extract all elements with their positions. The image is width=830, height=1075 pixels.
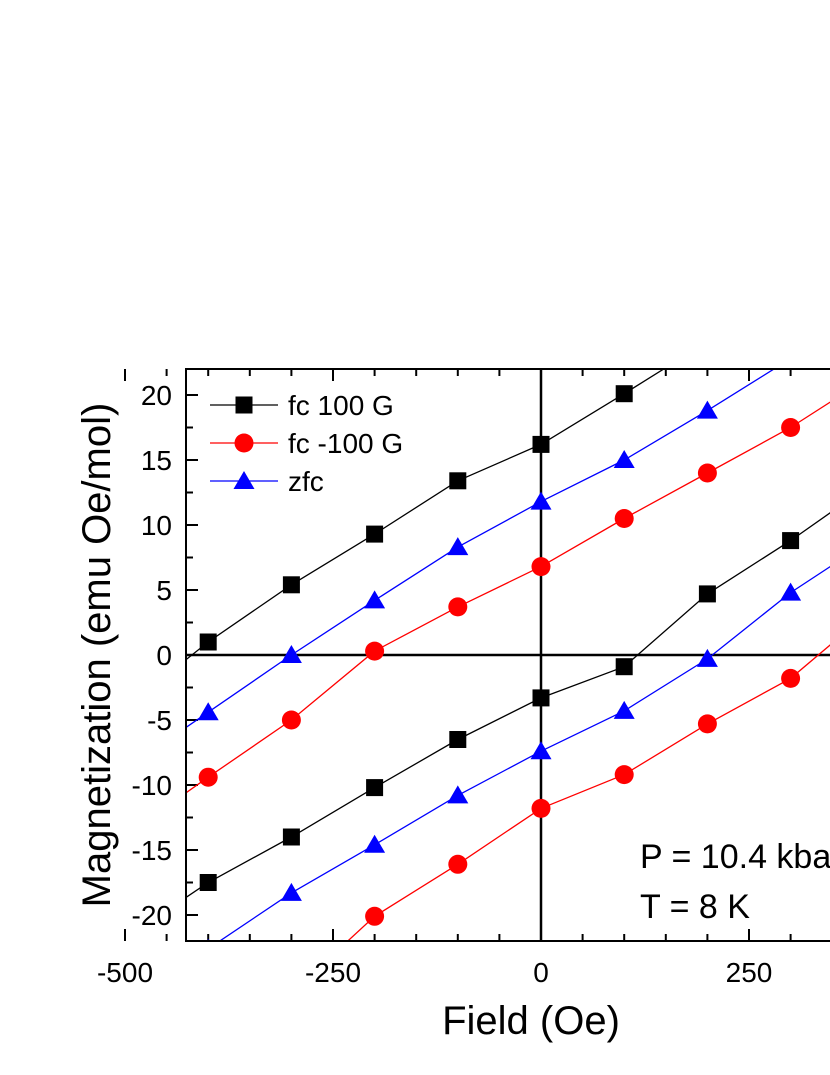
y-tick-label: 5 [156, 575, 172, 606]
x-tick-label: -250 [305, 957, 361, 988]
series-line [346, 644, 830, 941]
annotation-temperature: T = 8 K [640, 888, 750, 926]
series-line [218, 565, 830, 941]
data-point [697, 463, 717, 483]
x-tick-label: 250 [726, 957, 773, 988]
legend-marker [235, 396, 253, 414]
data-point [699, 333, 716, 350]
data-point [530, 491, 552, 510]
data-point [365, 641, 385, 661]
data-point [280, 645, 302, 663]
data-point [613, 700, 635, 719]
data-point [781, 668, 801, 688]
data-point [614, 765, 634, 785]
data-point [197, 702, 219, 721]
series-line [186, 401, 830, 794]
y-tick-label: -20 [132, 900, 172, 931]
data-point [156, 996, 177, 1014]
data-point [364, 590, 386, 609]
data-point [532, 435, 550, 453]
data-point [615, 658, 633, 676]
data-point [365, 906, 385, 926]
legend-label: fc 100 G [288, 390, 394, 421]
legend-marker [234, 433, 254, 453]
data-point [697, 714, 717, 734]
data-point [696, 648, 718, 667]
data-point [448, 854, 468, 874]
data-point [364, 834, 386, 853]
legend: fc 100 G fc -100 G zfc [210, 390, 403, 497]
x-tick-label: 0 [533, 957, 549, 988]
series-layer [75, 333, 830, 1014]
data-point [280, 882, 302, 901]
y-tick-label: -10 [132, 770, 172, 801]
data-point [531, 557, 551, 577]
data-point [530, 741, 552, 760]
series-triangle [156, 349, 830, 1014]
data-point [447, 785, 469, 804]
series-line [186, 369, 776, 729]
legend-label: fc -100 G [288, 428, 403, 459]
data-point [282, 576, 300, 594]
data-point [614, 509, 634, 528]
y-tick-label: 10 [141, 510, 172, 541]
data-point [366, 779, 384, 797]
data-point [449, 472, 467, 490]
series-line [186, 369, 665, 661]
data-point [780, 582, 802, 601]
data-point [613, 450, 635, 468]
data-point [199, 874, 217, 891]
data-point [698, 585, 716, 603]
data-point [75, 965, 92, 982]
series-circle [186, 401, 830, 1003]
data-point [198, 767, 218, 787]
series-square [75, 333, 830, 982]
y-tick-label: -15 [132, 835, 172, 866]
annotation-pressure: P = 10.4 kbar [640, 838, 830, 876]
data-point [447, 537, 469, 556]
data-point [282, 984, 301, 1003]
data-point [781, 418, 801, 437]
series-line [186, 512, 830, 899]
data-point [780, 349, 801, 367]
data-point [615, 385, 633, 403]
data-point [199, 633, 217, 651]
y-tick-label: -5 [147, 705, 172, 736]
zero-lines [186, 369, 830, 941]
data-point [532, 689, 550, 707]
data-point [281, 710, 301, 730]
data-point [282, 828, 300, 846]
data-point [696, 400, 718, 419]
data-point [782, 532, 800, 550]
data-point [531, 798, 551, 818]
data-point [366, 525, 384, 543]
y-tick-label: 20 [141, 380, 172, 411]
legend-label: zfc [288, 466, 324, 497]
y-tick-label: 0 [156, 640, 172, 671]
data-point [448, 597, 468, 617]
plot-frame [185, 368, 830, 942]
tick-labels: -500 -250 0 250 -20 -15 -10 -5 0 5 10 15 20 [97, 380, 772, 988]
data-point [117, 700, 134, 717]
y-tick-label: 15 [141, 445, 172, 476]
y-axis-label: Magnetization (emu Oe/mol) [75, 403, 119, 908]
x-axis-label: Field (Oe) [442, 999, 620, 1043]
data-point [449, 731, 467, 748]
legend-marker [233, 471, 255, 489]
x-tick-label: -500 [97, 957, 153, 988]
